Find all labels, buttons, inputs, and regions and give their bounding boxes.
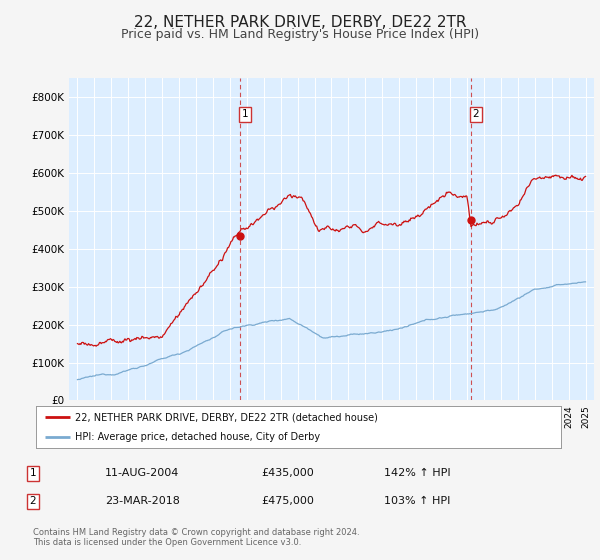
Text: £435,000: £435,000 xyxy=(261,468,314,478)
Text: 11-AUG-2004: 11-AUG-2004 xyxy=(105,468,179,478)
Text: 1: 1 xyxy=(29,468,37,478)
Text: 2: 2 xyxy=(29,496,37,506)
Text: 142% ↑ HPI: 142% ↑ HPI xyxy=(384,468,451,478)
Text: Contains HM Land Registry data © Crown copyright and database right 2024.
This d: Contains HM Land Registry data © Crown c… xyxy=(33,528,359,547)
Text: 23-MAR-2018: 23-MAR-2018 xyxy=(105,496,180,506)
Text: £475,000: £475,000 xyxy=(261,496,314,506)
Text: 103% ↑ HPI: 103% ↑ HPI xyxy=(384,496,451,506)
Text: HPI: Average price, detached house, City of Derby: HPI: Average price, detached house, City… xyxy=(76,432,320,442)
Text: Price paid vs. HM Land Registry's House Price Index (HPI): Price paid vs. HM Land Registry's House … xyxy=(121,28,479,41)
Text: 22, NETHER PARK DRIVE, DERBY, DE22 2TR (detached house): 22, NETHER PARK DRIVE, DERBY, DE22 2TR (… xyxy=(76,412,378,422)
Text: 2: 2 xyxy=(472,109,479,119)
Text: 1: 1 xyxy=(241,109,248,119)
Text: 22, NETHER PARK DRIVE, DERBY, DE22 2TR: 22, NETHER PARK DRIVE, DERBY, DE22 2TR xyxy=(134,15,466,30)
